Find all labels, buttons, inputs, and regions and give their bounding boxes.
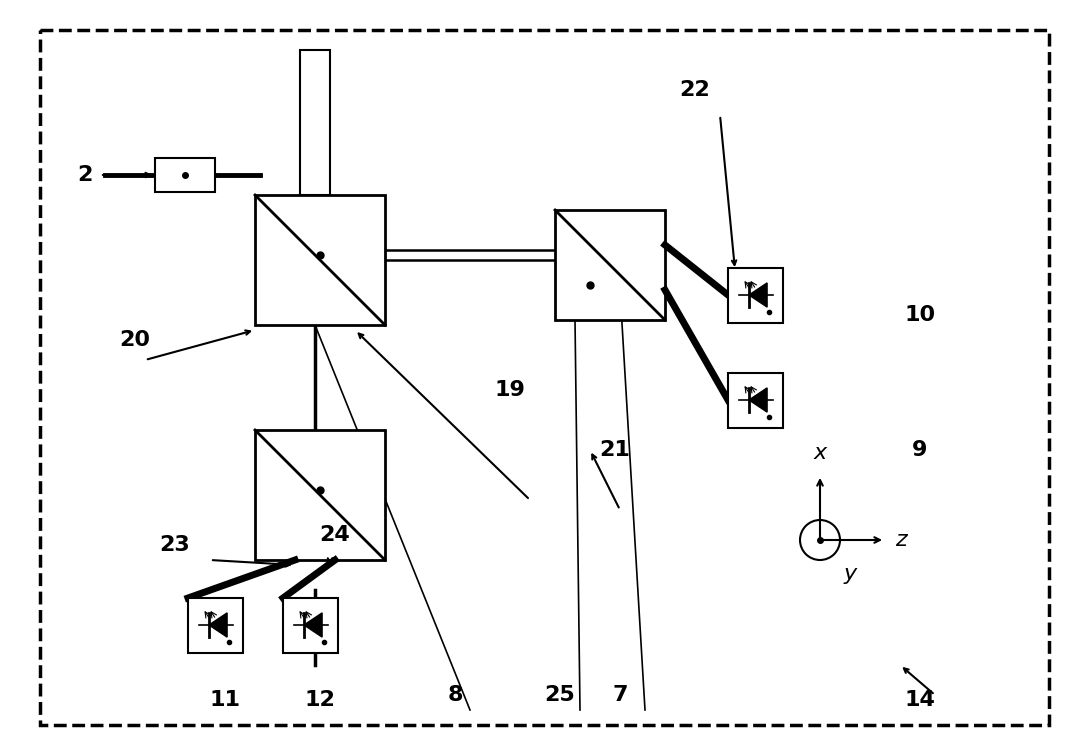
Polygon shape [209, 613, 228, 637]
Text: 8: 8 [448, 685, 463, 705]
Bar [727, 267, 783, 322]
Text: z: z [895, 530, 907, 550]
Bar [155, 158, 215, 192]
Bar [255, 195, 386, 325]
Polygon shape [749, 283, 767, 307]
Polygon shape [304, 613, 322, 637]
Bar [727, 372, 783, 427]
Text: 9: 9 [913, 440, 928, 460]
Bar [255, 430, 386, 560]
Bar [282, 597, 338, 652]
Text: x: x [813, 443, 827, 463]
Text: 19: 19 [494, 380, 525, 400]
Bar [299, 50, 330, 195]
Text: 14: 14 [905, 690, 935, 710]
Text: 12: 12 [305, 690, 335, 710]
Bar [187, 597, 243, 652]
Text: 23: 23 [160, 535, 191, 555]
Text: 25: 25 [544, 685, 575, 705]
Text: y: y [844, 564, 857, 584]
Polygon shape [749, 388, 767, 412]
Text: 22: 22 [680, 80, 710, 100]
Text: 11: 11 [209, 690, 241, 710]
Text: 2: 2 [77, 165, 93, 185]
Text: 21: 21 [600, 440, 631, 460]
Bar [555, 210, 665, 320]
Text: 20: 20 [120, 330, 150, 350]
Text: 10: 10 [905, 305, 935, 325]
Text: 7: 7 [612, 685, 627, 705]
Text: 24: 24 [320, 525, 351, 545]
